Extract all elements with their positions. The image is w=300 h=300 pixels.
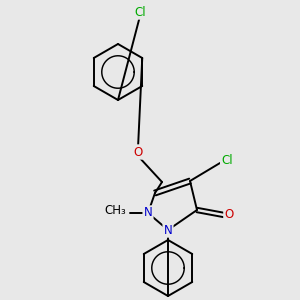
- Text: Cl: Cl: [134, 5, 146, 19]
- Text: N: N: [164, 224, 172, 236]
- Text: O: O: [134, 146, 142, 158]
- Text: CH₃: CH₃: [104, 203, 126, 217]
- Text: N: N: [144, 206, 152, 220]
- Text: O: O: [224, 208, 234, 221]
- Text: Cl: Cl: [221, 154, 233, 167]
